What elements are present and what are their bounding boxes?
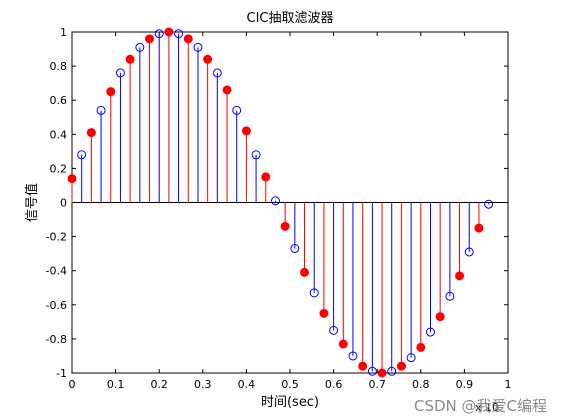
stem-marker-filled (435, 312, 445, 322)
x-tick-label: 0.1 (107, 378, 125, 391)
stem-marker-open (96, 105, 106, 115)
stem-marker-open (329, 325, 339, 335)
stem-marker-filled (358, 361, 368, 371)
x-tick-label: 0.4 (238, 378, 256, 391)
stem-marker-filled (222, 85, 232, 95)
stem-marker-filled (396, 361, 406, 371)
markers (67, 27, 494, 378)
stem-marker-filled (67, 174, 77, 184)
stem-marker-filled (338, 339, 348, 349)
stem-marker-filled (183, 34, 193, 44)
stem-marker-open (77, 150, 87, 160)
stem-marker-filled (319, 308, 329, 318)
y-tick-label: 0.4 (50, 128, 68, 141)
watermark: CSDN @我爱C编程 (413, 397, 547, 415)
x-tick-label: 0.7 (368, 378, 386, 391)
stem-marker-filled (203, 54, 213, 64)
y-tick-label: 0 (60, 197, 67, 210)
stem-marker-filled (145, 34, 155, 44)
y-tick-label: 0.2 (50, 162, 68, 175)
stem-marker-open (154, 29, 164, 39)
y-axis: -1 -0.8 -0.6 -0.4 -0.2 0 0.2 0.4 0.6 0.8 1 (46, 26, 508, 380)
stem-marker-filled (125, 54, 135, 64)
y-tick-label: 1 (60, 26, 67, 39)
stem-marker-open (484, 199, 494, 209)
stem-marker-filled (300, 267, 310, 277)
stem-marker-open (367, 366, 377, 376)
chart-title: CIC抽取滤波器 (247, 11, 334, 26)
stem-marker-filled (106, 87, 116, 97)
stem-marker-filled (261, 172, 271, 182)
stem-marker-open (425, 327, 435, 337)
x-tick-label: 0.3 (194, 378, 212, 391)
stem-marker-filled (164, 27, 174, 37)
stem-marker-open (309, 288, 319, 298)
stem-marker-open (115, 68, 125, 78)
stem-marker-open (290, 244, 300, 254)
stem-marker-open (387, 366, 397, 376)
stem-marker-open (212, 68, 222, 78)
y-tick-label: 0.8 (50, 60, 68, 73)
x-tick-label: 0 (69, 378, 76, 391)
x-tick-label: 0.5 (281, 378, 299, 391)
stem-marker-open (232, 105, 242, 115)
stem-marker-open (270, 196, 280, 206)
x-tick-label: 1 (505, 378, 512, 391)
stem-marker-open (174, 29, 184, 39)
stem-marker-filled (241, 126, 251, 136)
stem-marker-open (406, 353, 416, 363)
stem-marker-open (464, 247, 474, 257)
y-tick-label: -0.4 (46, 265, 67, 278)
stem-marker-filled (280, 221, 290, 231)
stem-marker-filled (474, 223, 484, 233)
x-tick-label: 0.8 (412, 378, 430, 391)
x-axis-title: 时间(sec) (261, 395, 319, 410)
y-tick-label: 0.6 (50, 94, 68, 107)
stem-marker-filled (416, 342, 426, 352)
stem-marker-open (135, 42, 145, 52)
stem-marker-filled (86, 128, 96, 138)
x-tick-label: 0.6 (325, 378, 343, 391)
stem-marker-open (445, 291, 455, 301)
stem-marker-open (251, 150, 261, 160)
stem-marker-open (348, 351, 358, 361)
y-tick-label: -0.8 (46, 333, 67, 346)
x-tick-label: 0.2 (150, 378, 168, 391)
y-tick-label: -0.2 (46, 231, 67, 244)
stem-marker-filled (455, 271, 465, 281)
x-exponent-label: x 10 (475, 401, 499, 414)
x-tick-label: 0.9 (456, 378, 474, 391)
stem-marker-open (193, 42, 203, 52)
y-tick-label: -1 (56, 367, 67, 380)
x-axis: 0 0.1 0.2 0.3 0.4 0.5 0.6 0.7 0.8 0.9 1 (69, 32, 512, 391)
y-axis-title: 信号值 (24, 183, 40, 222)
y-tick-label: -0.6 (46, 299, 67, 312)
stem-marker-filled (377, 368, 387, 378)
